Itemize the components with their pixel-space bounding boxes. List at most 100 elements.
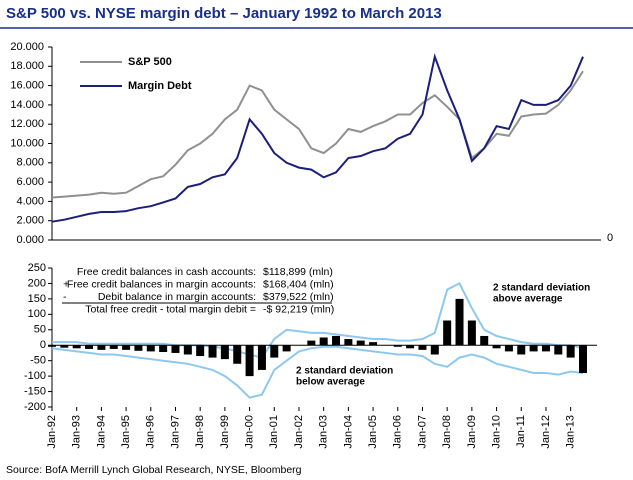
x-tick-label: Jan-03 xyxy=(318,415,330,449)
bar xyxy=(541,345,550,352)
source: Source: BofA Merrill Lynch Global Resear… xyxy=(6,464,302,476)
bar xyxy=(233,345,242,364)
bar xyxy=(307,340,316,346)
y-tick-label: 0 xyxy=(40,339,46,351)
annotation-sign: + xyxy=(63,278,69,290)
x-tick-label: Jan-01 xyxy=(268,415,280,449)
y-tick-label: 4.000 xyxy=(16,195,44,207)
y-tick-label: 150 xyxy=(28,293,46,305)
bar xyxy=(566,345,575,358)
y-tick-label: 6.000 xyxy=(16,176,44,188)
bar xyxy=(517,345,526,355)
x-tick-label: Jan-99 xyxy=(219,415,231,449)
y-tick-label: 18.000 xyxy=(10,60,44,72)
bar xyxy=(554,345,563,355)
x-tick-label: Jan-92 xyxy=(46,415,58,449)
band-label: below average xyxy=(296,377,365,388)
y-tick-label: 0.000 xyxy=(16,234,44,246)
x-tick-label: Jan-06 xyxy=(392,415,404,449)
y-tick-label: 2.000 xyxy=(16,215,44,227)
x-tick-label: Jan-98 xyxy=(194,415,206,449)
band-line xyxy=(51,345,584,399)
bar xyxy=(220,345,229,360)
legend-label: Margin Debt xyxy=(128,80,192,92)
bar xyxy=(418,345,427,350)
y-tick-label: 200 xyxy=(28,277,46,289)
bar xyxy=(393,345,402,347)
y-tick-label: 100 xyxy=(28,308,46,320)
bar xyxy=(430,345,439,355)
y-tick-label: -50 xyxy=(30,355,46,367)
y-tick-label: 50 xyxy=(34,324,46,336)
annotation-label: Free credit balances in margin accounts: xyxy=(67,278,256,290)
bar xyxy=(72,345,81,349)
annotation-value: $379,522 (mln) xyxy=(263,291,334,303)
band-line xyxy=(52,282,584,359)
bar xyxy=(171,345,180,353)
bar xyxy=(97,345,106,350)
bar xyxy=(134,345,143,351)
bar xyxy=(492,345,501,349)
annotation-box xyxy=(58,264,338,318)
y-tick-label: 14.000 xyxy=(10,99,44,111)
bar xyxy=(480,335,489,346)
bar xyxy=(196,345,205,357)
band-label: above average xyxy=(493,294,563,305)
bar xyxy=(48,345,56,347)
x-tick-label: Jan-07 xyxy=(416,415,428,449)
bar xyxy=(245,345,254,377)
annotation-label: Free credit balances in cash accounts: xyxy=(77,266,256,278)
bar xyxy=(60,345,69,348)
x-tick-label: Jan-13 xyxy=(565,415,577,449)
bar xyxy=(146,345,155,352)
band-label: 2 standard deviation xyxy=(296,366,393,377)
bar xyxy=(356,340,365,346)
y-tick-label: 12.000 xyxy=(10,118,44,130)
y-tick-label: -200 xyxy=(24,401,46,413)
x-tick-label: Jan-00 xyxy=(243,415,255,449)
y-tick-label: 16.000 xyxy=(10,80,44,92)
y-tick-label: 20.000 xyxy=(10,41,44,53)
x-tick-label: Jan-96 xyxy=(145,415,157,449)
x-tick-label: Jan-05 xyxy=(367,415,379,449)
bar xyxy=(332,335,341,346)
bar xyxy=(257,345,266,370)
series-line xyxy=(51,70,584,199)
title: S&P 500 vs. NYSE margin debt – January 1… xyxy=(6,5,442,22)
annotation-value: $168,404 (mln) xyxy=(263,278,334,290)
band-label: 2 standard deviation xyxy=(493,283,590,294)
x-tick-label: Jan-04 xyxy=(342,415,354,449)
y-tick-label: 8.000 xyxy=(16,157,44,169)
x-tick-label: Jan-94 xyxy=(95,415,107,449)
y-tick-label: 10.000 xyxy=(10,137,44,149)
bar xyxy=(344,339,353,346)
annotation-value: -$ 92,219 (mln) xyxy=(263,303,334,315)
x-tick-label: Jan-97 xyxy=(169,415,181,449)
x-tick-label: Jan-10 xyxy=(490,415,502,449)
annotation-value: $118,899 (mln) xyxy=(263,266,333,278)
bar xyxy=(122,345,131,350)
y2-tick-label: 0 xyxy=(607,232,613,244)
y-tick-label: -150 xyxy=(24,385,46,397)
annotation-sign: - xyxy=(63,291,67,303)
bar xyxy=(159,345,168,353)
bar xyxy=(406,345,415,349)
annotation-label: Total free credit - total margin debit = xyxy=(85,303,256,315)
bar xyxy=(109,345,118,349)
bar xyxy=(270,345,279,358)
bar xyxy=(208,345,217,358)
x-tick-label: Jan-12 xyxy=(540,415,552,449)
bar xyxy=(529,345,538,352)
bar xyxy=(369,342,378,346)
bar xyxy=(504,345,513,352)
x-tick-label: Jan-93 xyxy=(71,415,83,449)
x-tick-label: Jan-02 xyxy=(293,415,305,449)
bar xyxy=(319,337,328,346)
bar xyxy=(443,320,452,346)
x-tick-label: Jan-08 xyxy=(441,415,453,449)
x-tick-label: Jan-11 xyxy=(515,415,527,448)
y-tick-label: 250 xyxy=(28,262,46,274)
bar xyxy=(183,345,192,355)
series-line xyxy=(51,53,584,223)
